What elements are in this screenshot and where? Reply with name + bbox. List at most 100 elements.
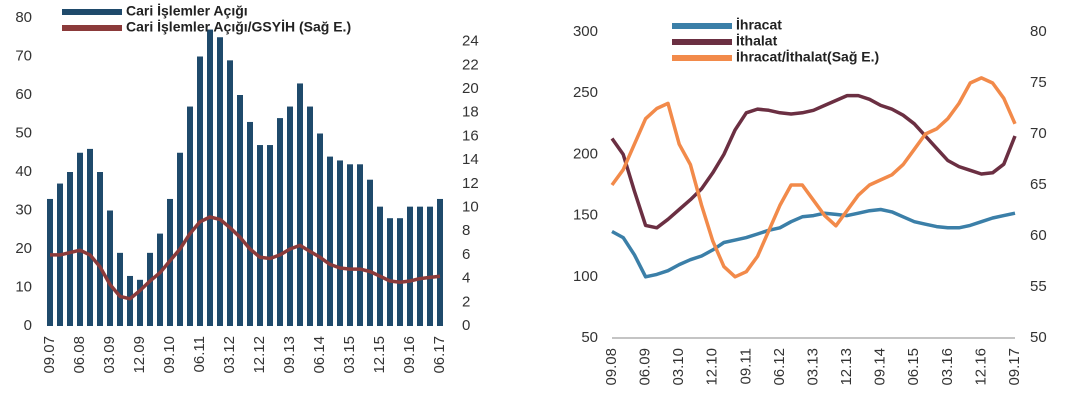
y-tick-label: 200 (573, 145, 598, 162)
bar (147, 252, 153, 326)
y2-tick-label: 20 (462, 80, 479, 97)
bar (347, 164, 353, 326)
bar (247, 121, 253, 326)
y2-tick-label: 80 (1030, 23, 1047, 40)
legend-swatch (62, 25, 122, 31)
x-tick-label: 12.10 (704, 348, 721, 386)
y2-tick-label: 50 (1030, 329, 1047, 346)
x-tick-label: 09.13 (281, 336, 298, 374)
y-tick-label: 10 (15, 278, 32, 295)
x-tick-label: 03.10 (670, 348, 687, 386)
x-tick-label: 03.13 (804, 348, 821, 386)
y2-tick-label: 24 (462, 33, 479, 50)
bar (407, 206, 413, 326)
y2-tick-label: 22 (462, 56, 479, 73)
legend-label: İthalat (736, 33, 778, 49)
x-tick-label: 03.09 (101, 336, 118, 374)
bar (397, 218, 403, 326)
x-tick-label: 12.16 (972, 348, 989, 386)
legend-label: Cari İşlemler Açığı/GSYİH (Sağ E.) (126, 19, 351, 35)
y-tick-label: 250 (573, 84, 598, 101)
y-tick-label: 100 (573, 268, 598, 285)
chart: 0102030405060708002468101214161820222409… (15, 3, 478, 374)
line (50, 215, 441, 301)
x-tick-label: 06.11 (191, 336, 208, 372)
y-tick-label: 20 (15, 240, 32, 257)
bar (287, 106, 293, 326)
line (610, 76, 1017, 279)
y-tick-label: 300 (573, 23, 598, 40)
legend-label: Cari İşlemler Açığı (126, 3, 248, 19)
bar (157, 233, 163, 326)
bar (257, 145, 263, 326)
y2-tick-label: 65 (1030, 176, 1047, 193)
x-tick-label: 12.09 (131, 336, 148, 374)
bar (417, 206, 423, 326)
x-tick-label: 09.14 (872, 348, 889, 386)
bar (367, 179, 373, 326)
y2-tick-label: 6 (462, 246, 470, 263)
y-tick-label: 40 (15, 163, 32, 180)
bar (427, 206, 433, 326)
x-tick-label: 09.11 (737, 348, 754, 384)
bar (187, 106, 193, 326)
x-tick-label: 12.12 (251, 336, 268, 374)
line (611, 207, 1016, 279)
bar (227, 60, 233, 326)
chart: 50 100 150 200 250 300 50 55 60 65 70 75 80 09.08 06.0… (573, 17, 1047, 386)
legend-swatch (62, 9, 122, 15)
x-tick-label: 06.08 (71, 336, 88, 374)
y2-tick-label: 12 (462, 175, 479, 192)
y2-tick-label: 18 (462, 104, 479, 121)
bar (297, 83, 303, 326)
bar (357, 164, 363, 326)
bar (437, 198, 443, 326)
legend-label: İhracat/İthalat(Sağ E.) (736, 49, 879, 65)
bar (197, 56, 203, 326)
x-tick-label: 06.09 (637, 348, 654, 386)
bar (307, 106, 313, 326)
y-tick-label: 70 (15, 47, 32, 64)
bar (87, 148, 93, 326)
x-tick-label: 06.17 (431, 336, 448, 374)
legend-swatch (672, 39, 732, 45)
y-tick-label: 60 (15, 86, 32, 103)
line (610, 93, 1017, 230)
y-tick-label: 50 (15, 124, 32, 141)
bar (317, 133, 323, 326)
bar (387, 218, 393, 326)
y2-tick-label: 0 (462, 317, 470, 334)
bar (117, 252, 123, 326)
bar (237, 95, 243, 326)
x-tick-label: 03.12 (221, 336, 238, 374)
x-tick-label: 09.10 (161, 336, 178, 374)
y2-tick-label: 70 (1030, 125, 1047, 142)
x-tick-label: 03.16 (939, 348, 956, 386)
y-tick-label: 0 (24, 317, 32, 334)
x-tick-label: 09.08 (603, 348, 620, 386)
bar (327, 156, 333, 326)
x-tick-label: 03.15 (341, 336, 358, 374)
bar (207, 29, 213, 327)
bar (67, 172, 73, 326)
bar (337, 160, 343, 326)
y-tick-label: 80 (15, 9, 32, 26)
y2-tick-label: 55 (1030, 278, 1047, 295)
bar (377, 206, 383, 326)
bar (47, 198, 53, 326)
x-tick-label: 12.15 (371, 336, 388, 374)
legend-label: İhracat (736, 17, 782, 33)
y2-tick-label: 75 (1030, 74, 1047, 91)
y2-tick-label: 16 (462, 127, 479, 144)
bar (127, 275, 133, 326)
y2-tick-label: 14 (462, 151, 479, 168)
x-tick-label: 09.16 (401, 336, 418, 374)
bar (217, 37, 223, 326)
x-tick-label: 09.07 (41, 336, 58, 374)
x-tick-label: 06.14 (311, 336, 328, 374)
bar (107, 210, 113, 326)
x-tick-label: 06.12 (771, 348, 788, 386)
y-tick-label: 30 (15, 201, 32, 218)
y2-tick-label: 2 (462, 293, 470, 310)
y2-tick-label: 10 (462, 199, 479, 216)
